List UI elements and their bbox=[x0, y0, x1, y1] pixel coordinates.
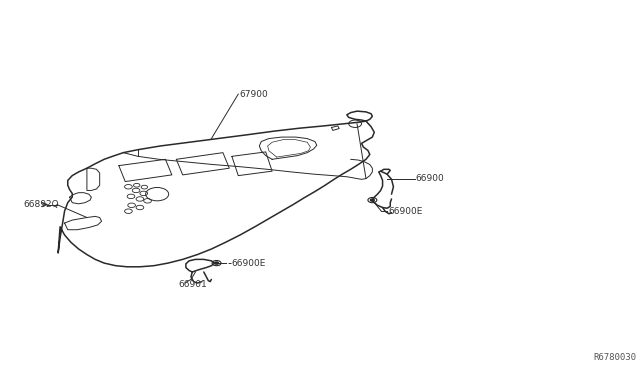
Text: 66901: 66901 bbox=[178, 280, 207, 289]
Text: 66892Q: 66892Q bbox=[23, 200, 59, 209]
Text: 66900E: 66900E bbox=[388, 207, 422, 216]
Text: R6780030: R6780030 bbox=[593, 353, 636, 362]
Text: 66900: 66900 bbox=[416, 174, 445, 183]
Text: 67900: 67900 bbox=[239, 90, 268, 99]
Circle shape bbox=[371, 199, 374, 201]
Text: 66900E: 66900E bbox=[232, 259, 266, 267]
Circle shape bbox=[214, 262, 218, 264]
